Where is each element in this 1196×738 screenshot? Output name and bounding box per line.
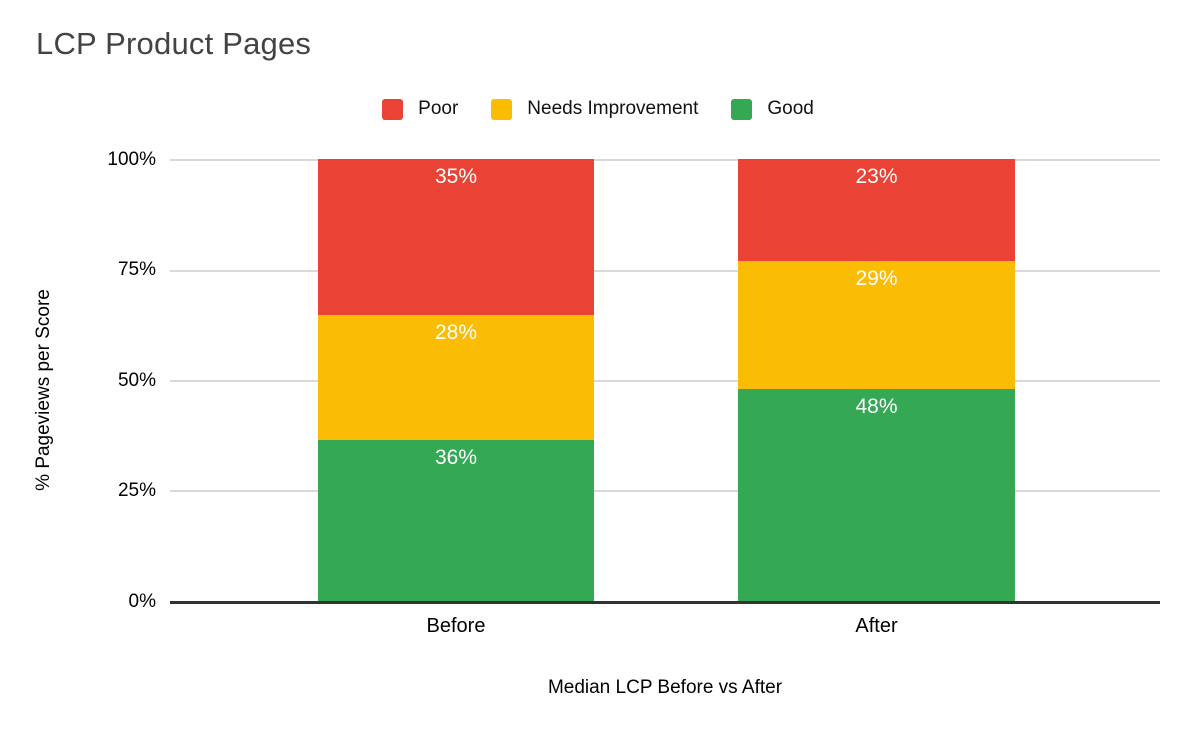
legend-label-needs-improvement: Needs Improvement (527, 98, 699, 119)
legend-label-good: Good (767, 98, 814, 119)
x-category-before: Before (426, 615, 486, 637)
y-tick-25: 25% (117, 480, 156, 501)
legend-swatch-good (731, 98, 753, 120)
gridline-100 (170, 159, 1160, 161)
y-tick-75: 75% (117, 259, 156, 280)
segment-value-label: 36% (434, 446, 478, 470)
legend-swatch-poor (382, 98, 404, 120)
x-axis-title: Median LCP Before vs After (547, 677, 783, 698)
bar-segment-needs-improvement: 28% (318, 315, 594, 441)
legend-label-poor: Poor (418, 98, 459, 119)
segment-value-label: 29% (855, 266, 898, 290)
gridline-75 (170, 270, 1160, 272)
y-tick-100: 100% (107, 149, 156, 170)
bar-before: 35% 28% 36% (318, 159, 594, 601)
bar-segment-poor: 35% (318, 159, 594, 316)
segment-value-label: 35% (434, 165, 478, 188)
segment-value-label: 48% (855, 394, 898, 418)
segment-value-label: 23% (855, 165, 898, 188)
segment-value-label: 28% (434, 321, 478, 345)
bar-segment-poor: 23% (738, 159, 1015, 261)
bar-after: 23% 29% 48% (738, 159, 1015, 601)
bar-segment-good: 48% (738, 388, 1015, 601)
legend-item-poor: Poor (382, 98, 458, 120)
y-tick-50: 50% (117, 370, 156, 391)
gridline-25 (170, 490, 1160, 492)
legend-swatch-needs-improvement (491, 98, 513, 120)
y-tick-0: 0% (128, 591, 156, 612)
legend-item-good: Good (731, 98, 814, 120)
legend-item-needs-improvement: Needs Improvement (491, 98, 698, 120)
bar-segment-needs-improvement: 29% (738, 260, 1015, 389)
bar-segment-good: 36% (318, 440, 594, 601)
plot-area: 35% 28% 36% 23% 29% 48% (170, 159, 1160, 604)
chart-title: LCP Product Pages (36, 26, 312, 61)
x-axis-line (170, 601, 1160, 604)
gridline-50 (170, 380, 1160, 382)
x-category-after: After (855, 615, 898, 637)
legend: Poor Needs Improvement Good (0, 98, 1196, 120)
y-axis-title: % Pageviews per Score (33, 289, 54, 491)
